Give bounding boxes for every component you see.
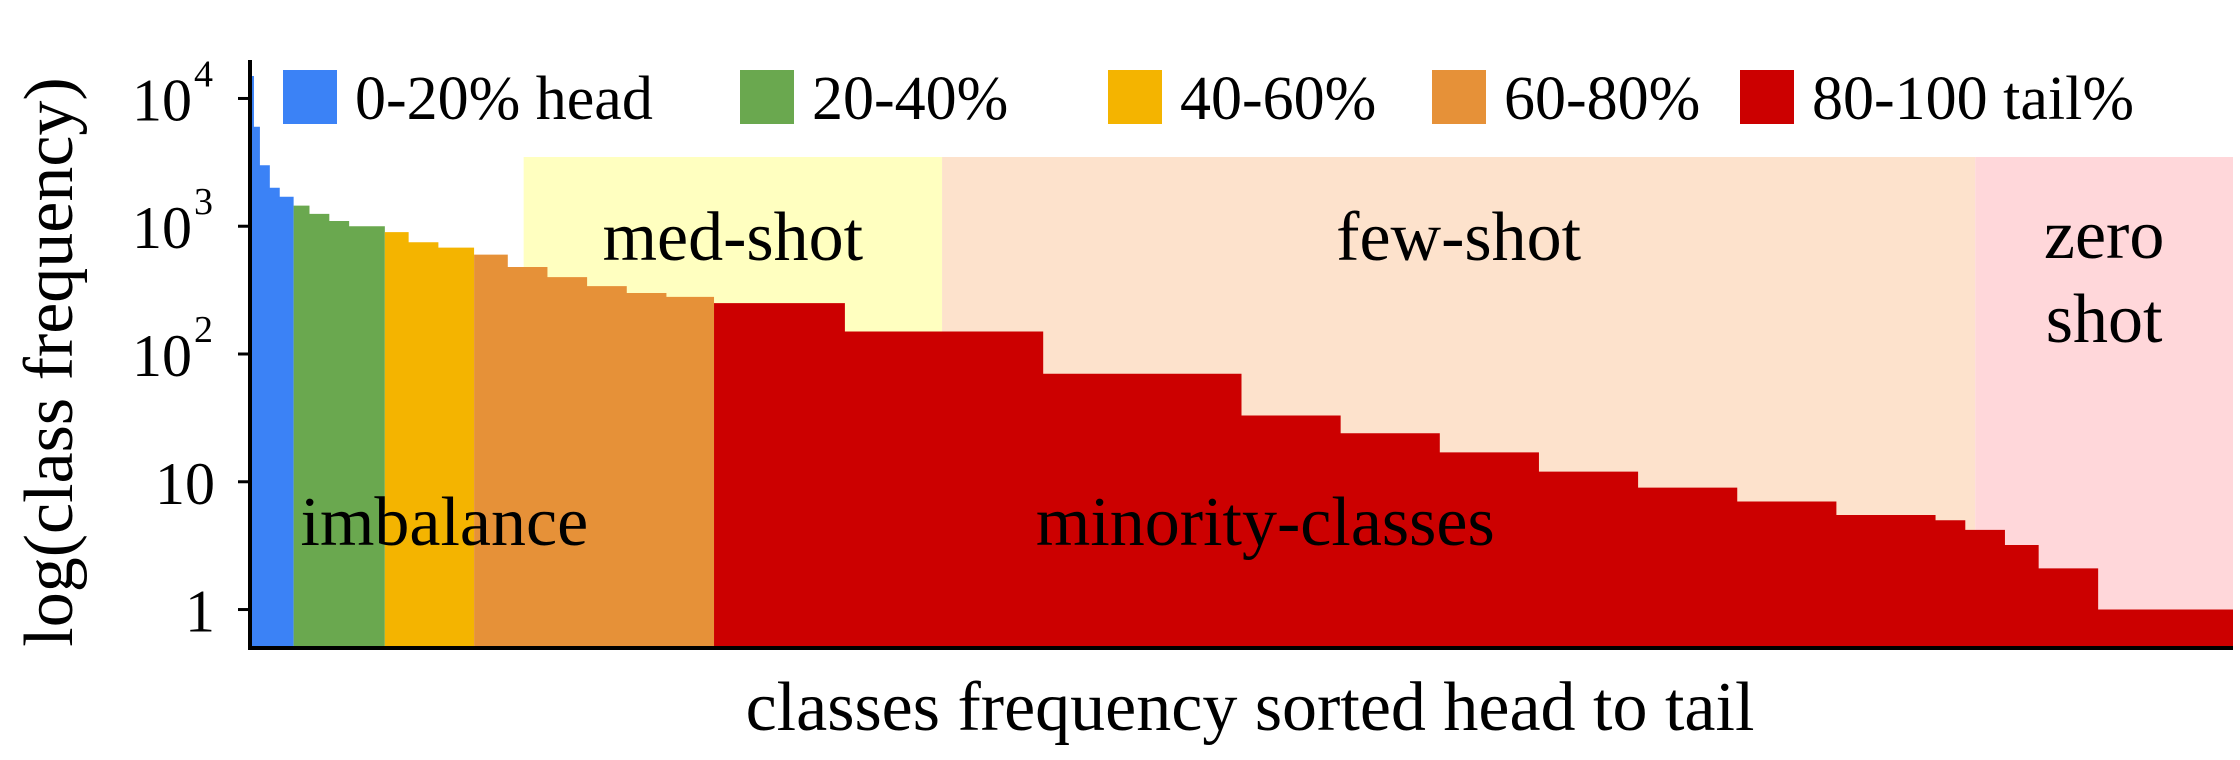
legend-label-20-40: 20-40%	[812, 65, 1008, 133]
y-tick-label-1: 1	[185, 579, 215, 645]
annotations: imbalance minority-classes	[301, 484, 1495, 561]
annotation-minority-classes: minority-classes	[1036, 484, 1495, 561]
legend-label-0-20-head: 0-20% head	[355, 65, 653, 133]
legend-swatch-0-20-head	[283, 70, 337, 124]
legend-label-80-100-tail: 80-100 tail%	[1812, 65, 2134, 133]
y-tick-label-100: 10	[132, 323, 192, 389]
area-80-100-tail	[714, 303, 2233, 648]
frequency-areas	[250, 75, 2233, 649]
area-40-60	[384, 232, 475, 648]
region-label-zero-shot-2: shot	[2046, 281, 2163, 358]
y-tick-label-1000: 10	[132, 195, 192, 261]
legend-swatch-60-80	[1432, 70, 1486, 124]
y-tick-label-10: 10	[155, 451, 215, 517]
legend-swatch-80-100-tail	[1740, 70, 1794, 124]
y-axis-label: log(class frequency)	[11, 77, 88, 646]
y-tick-exponent-100: 2	[194, 309, 213, 351]
region-label-zero-shot-1: zero	[2044, 197, 2164, 274]
area-60-80	[474, 254, 715, 649]
annotation-imbalance: imbalance	[301, 484, 589, 561]
x-axis-label: classes frequency sorted head to tail	[746, 669, 1755, 746]
region-label-few-shot: few-shot	[1336, 199, 1581, 276]
legend-label-40-60: 40-60%	[1180, 65, 1376, 133]
y-tick-exponent-1000: 3	[194, 181, 213, 223]
legend-swatch-20-40	[740, 70, 794, 124]
legend-swatch-40-60	[1108, 70, 1162, 124]
area-20-40	[293, 205, 385, 648]
legend: 0-20% head 20-40% 40-60% 60-80% 80-100 tail%	[283, 65, 2134, 133]
y-tick-label-10000: 10	[132, 67, 192, 133]
legend-label-60-80: 60-80%	[1504, 65, 1700, 133]
y-tick-exponent-10000: 4	[194, 53, 213, 95]
area-0-20-head	[250, 75, 294, 649]
region-label-med-shot: med-shot	[603, 199, 864, 276]
